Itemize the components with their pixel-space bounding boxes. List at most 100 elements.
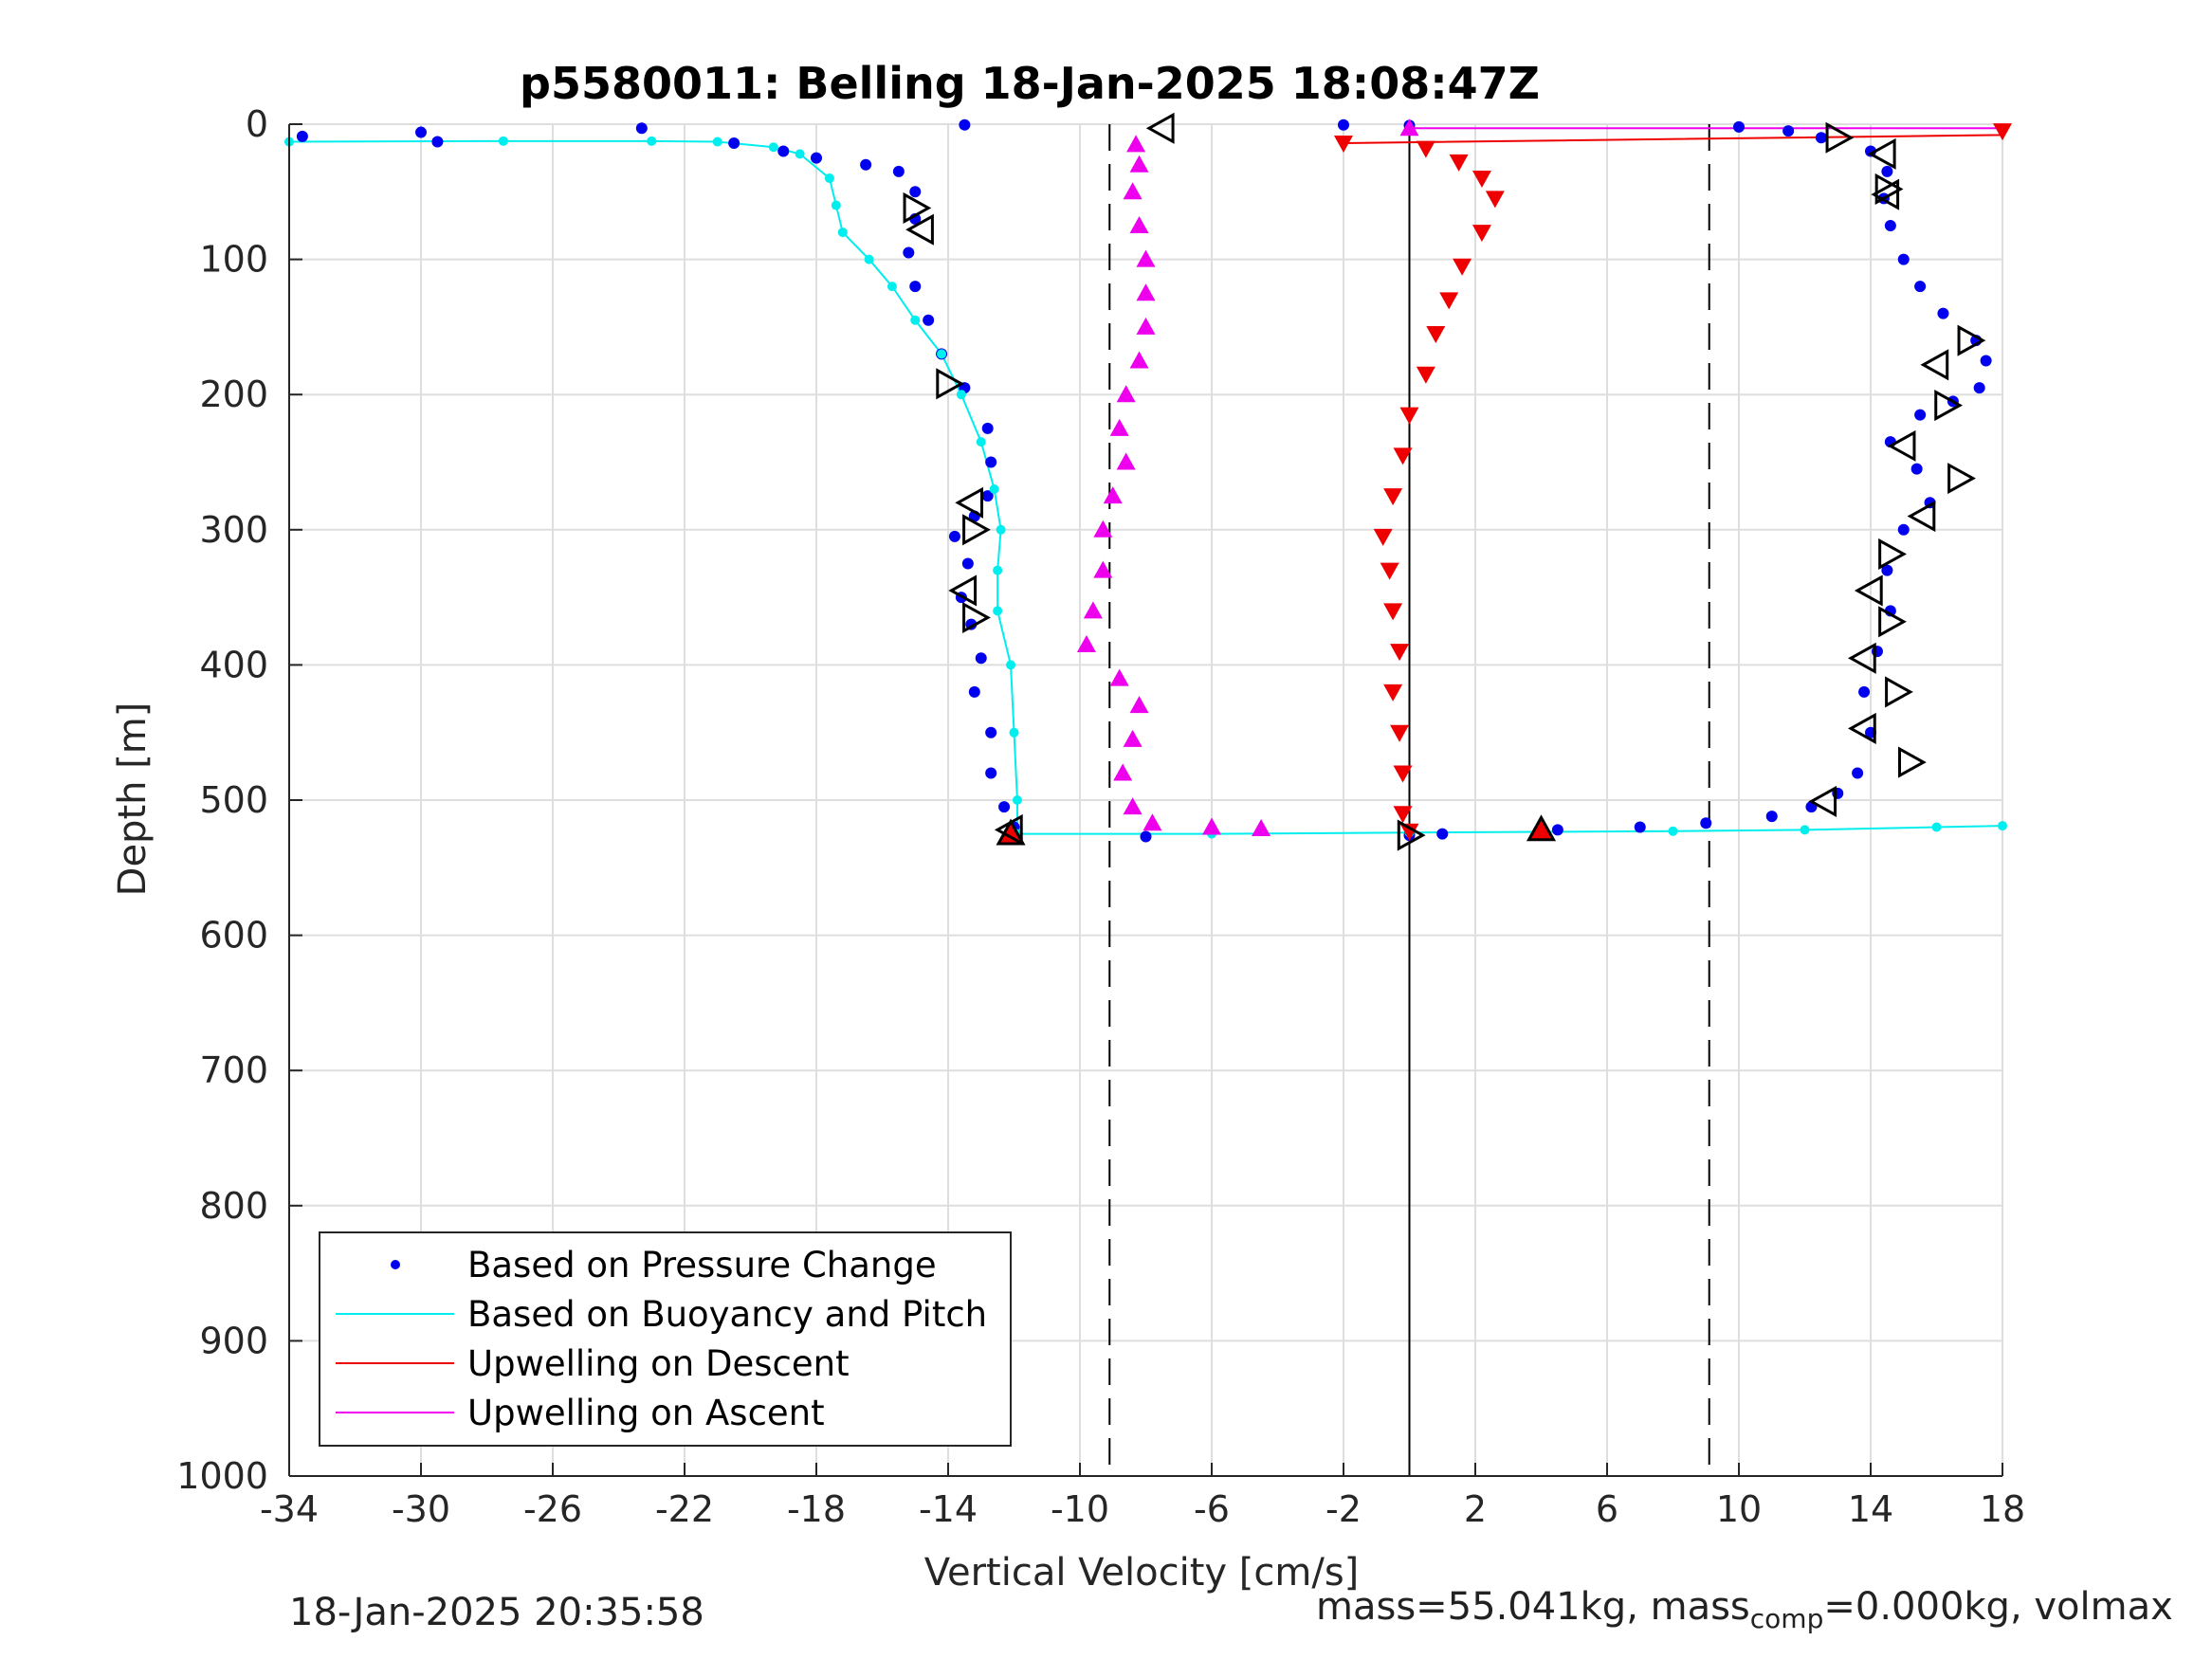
buoyancy-pitch-point bbox=[1668, 826, 1678, 836]
mass-text: mass=55.041kg, mass bbox=[1316, 1585, 1750, 1629]
pressure-change-point bbox=[1733, 120, 1745, 133]
open-triangle-marker bbox=[962, 514, 991, 546]
pressure-change-point bbox=[1852, 767, 1864, 779]
pressure-change-point bbox=[968, 685, 980, 698]
buoyancy-pitch-point bbox=[1800, 825, 1810, 835]
open-triangle-marker bbox=[903, 191, 932, 224]
pressure-change-point bbox=[1338, 118, 1349, 131]
buoyancy-pitch-point bbox=[989, 484, 999, 495]
y-axis-label: Depth [m] bbox=[111, 702, 155, 897]
upwelling-descent-point bbox=[1393, 806, 1413, 824]
pressure-change-point bbox=[909, 186, 922, 198]
pressure-change-point bbox=[860, 158, 872, 171]
x-tick-label: 14 bbox=[1848, 1488, 1893, 1530]
pressure-change-point bbox=[1140, 830, 1152, 843]
buoyancy-pitch-point bbox=[712, 137, 722, 147]
y-tick-label: 200 bbox=[199, 374, 268, 415]
y-tick-label: 300 bbox=[199, 509, 268, 551]
upwelling-descent-point bbox=[1390, 644, 1410, 662]
open-triangle-marker bbox=[1878, 538, 1907, 571]
upwelling-descent-point bbox=[1380, 562, 1399, 580]
open-triangle-marker bbox=[1145, 112, 1175, 144]
open-triangle-marker bbox=[1871, 178, 1900, 210]
upwelling-ascent-point bbox=[1103, 486, 1123, 504]
pressure-change-point bbox=[1897, 523, 1910, 536]
series-lines bbox=[288, 127, 2003, 835]
buoyancy-pitch-point bbox=[795, 149, 805, 159]
pressure-change-point bbox=[981, 422, 994, 434]
open-triangle-marker bbox=[962, 601, 991, 634]
upwelling-descent-point bbox=[1485, 191, 1505, 209]
buoyancy-pitch-point bbox=[824, 173, 834, 184]
pressure-change-point bbox=[975, 652, 987, 665]
upwelling-ascent-point bbox=[1109, 668, 1129, 686]
upwelling-descent-point bbox=[1993, 123, 2012, 141]
upwelling-ascent-point bbox=[1252, 818, 1271, 836]
upwelling-ascent-point bbox=[1076, 635, 1096, 653]
upwelling-ascent-point bbox=[1083, 601, 1103, 619]
pressure-change-point bbox=[1858, 685, 1871, 698]
pressure-change-point bbox=[728, 137, 740, 149]
x-tick-label: 2 bbox=[1464, 1488, 1487, 1530]
open-triangle-marker bbox=[1808, 785, 1837, 817]
pressure-change-point bbox=[1782, 125, 1795, 137]
pressure-change-point bbox=[981, 490, 994, 502]
legend-swatch bbox=[391, 1260, 400, 1269]
x-tick-label: -18 bbox=[787, 1488, 846, 1530]
data-points bbox=[284, 112, 2012, 851]
open-triangle-marker bbox=[1847, 712, 1876, 744]
y-tick-label: 700 bbox=[199, 1049, 268, 1091]
upwelling-descent-point bbox=[1439, 292, 1459, 310]
open-triangle-marker bbox=[1847, 642, 1876, 674]
footer-mass-info: mass=55.041kg, masscomp=0.000kg, volmax bbox=[1316, 1585, 2173, 1634]
open-triangle-marker bbox=[955, 486, 984, 519]
x-tick-label: 6 bbox=[1596, 1488, 1618, 1530]
open-triangle-marker bbox=[1957, 324, 1986, 356]
open-triangle-marker bbox=[936, 368, 965, 400]
legend-label: Upwelling on Ascent bbox=[467, 1393, 825, 1433]
buoyancy-pitch-point bbox=[831, 200, 841, 210]
pressure-change-point bbox=[296, 130, 308, 142]
pressure-change-point bbox=[811, 152, 822, 164]
buoyancy-pitch-point bbox=[956, 390, 966, 400]
open-triangle-marker bbox=[1898, 746, 1927, 778]
buoyancy-pitch-point bbox=[887, 282, 897, 292]
open-triangle-marker bbox=[1825, 121, 1855, 154]
pressure-change-point bbox=[923, 314, 935, 326]
pressure-change-point bbox=[998, 801, 1011, 813]
pressure-change-point bbox=[1884, 219, 1896, 231]
y-tick-label: 800 bbox=[199, 1185, 268, 1227]
upwelling-ascent-point bbox=[1116, 385, 1136, 403]
upwelling-ascent-point bbox=[1129, 215, 1149, 233]
y-tick-label: 100 bbox=[199, 239, 268, 281]
pressure-change-point bbox=[985, 456, 997, 468]
buoyancy-pitch-point bbox=[498, 136, 508, 146]
open-triangle-marker bbox=[905, 213, 934, 246]
pressure-change-point bbox=[1765, 811, 1778, 823]
pressure-change-point bbox=[959, 118, 971, 131]
upwelling-descent-point bbox=[1472, 225, 1491, 243]
x-tick-label: -22 bbox=[655, 1488, 714, 1530]
mass-subscript: comp bbox=[1749, 1603, 1824, 1634]
legend-label: Upwelling on Descent bbox=[467, 1343, 850, 1384]
y-tick-label: 600 bbox=[199, 915, 268, 957]
upwelling-ascent-point bbox=[1123, 729, 1143, 747]
pressure-change-point bbox=[1551, 824, 1563, 836]
upwelling-descent-point bbox=[1399, 823, 1419, 841]
pressure-change-point bbox=[1700, 817, 1712, 830]
reference-lines bbox=[1108, 124, 1710, 1476]
upwelling-descent-point bbox=[1373, 528, 1393, 546]
pressure-change-point bbox=[961, 557, 974, 570]
pressure-change-point bbox=[985, 726, 997, 738]
open-triangle-marker bbox=[1947, 463, 1976, 495]
upwelling-descent-point bbox=[1390, 724, 1410, 742]
pressure-change-point bbox=[777, 145, 790, 157]
open-triangle-marker bbox=[1874, 173, 1904, 205]
buoyancy-pitch-point bbox=[1009, 727, 1019, 738]
buoyancy-pitch-point bbox=[1006, 660, 1016, 670]
upwelling-ascent-point bbox=[1123, 797, 1143, 815]
x-tick-label: -30 bbox=[392, 1488, 450, 1530]
upwelling-descent-point bbox=[1426, 326, 1446, 344]
buoyancy-pitch-point bbox=[996, 524, 1006, 535]
